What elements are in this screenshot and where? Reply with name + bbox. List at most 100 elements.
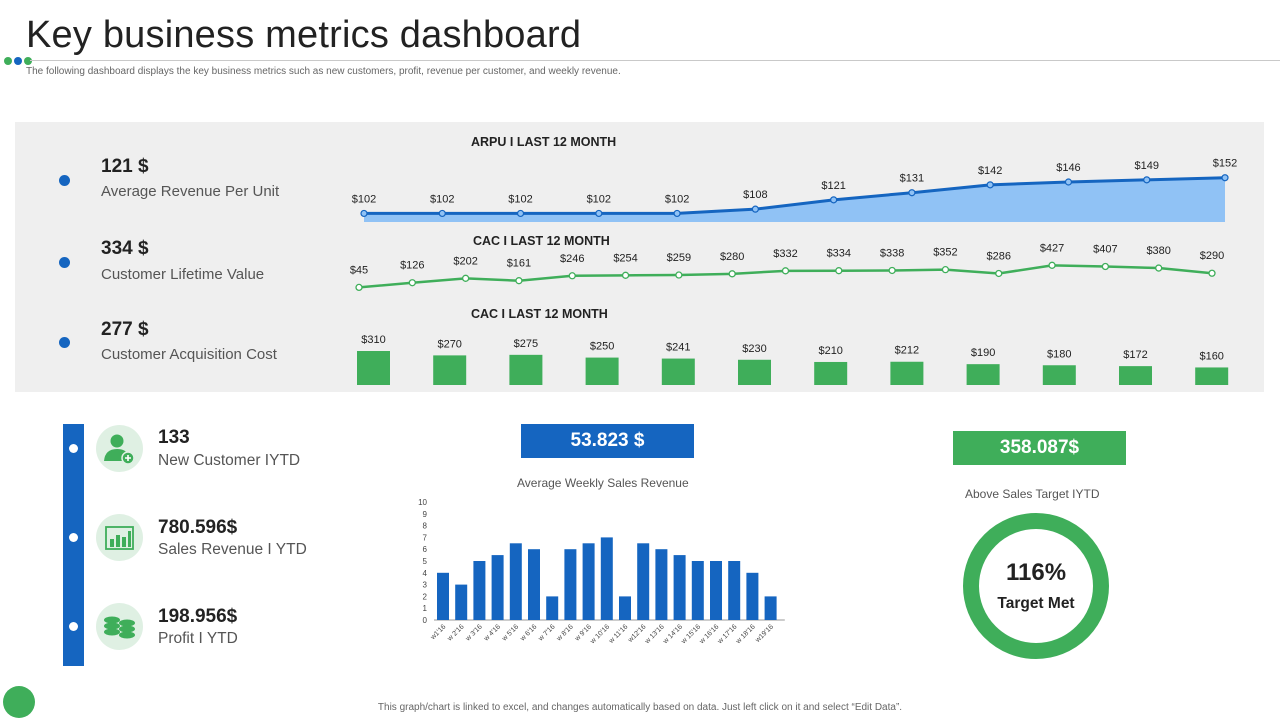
cac-bar-label: $180 [1047, 348, 1071, 360]
weekly-x-tick: w 8'16 [555, 623, 575, 643]
arpu-point [360, 209, 368, 218]
cac-bar-label: $270 [437, 338, 461, 350]
cac-bar-chart: $310 $270 $275 $250 $241 $230 $210 $212 $190 $180… [357, 334, 1229, 385]
arpu-area-fill [364, 177, 1225, 222]
weekly-sales-bar-chart: 0 1 2 3 4 5 6 7 8 9 10 w1'16 w 2'16 w 3'16 w 4'16 w 5'1… [418, 498, 785, 646]
weekly-bar [564, 549, 577, 620]
cac-bar [966, 364, 1000, 385]
weekly-bar [673, 555, 686, 620]
page-subtitle: The following dashboard displays the key… [26, 66, 621, 77]
kpi-arpu-value: 121 $ [101, 156, 149, 177]
weekly-bar [491, 555, 504, 620]
cac-bar-label: $160 [1199, 350, 1223, 362]
cac-bar-label: $172 [1123, 349, 1147, 361]
cac-bar [1042, 365, 1076, 385]
weekly-bar [582, 543, 595, 620]
cac-point [675, 271, 683, 279]
cac-point [568, 272, 576, 280]
weekly-y-tick: 9 [423, 510, 428, 519]
cac-data-label: $332 [773, 248, 797, 260]
arpu-point [438, 209, 446, 218]
kpi-bullet [59, 175, 70, 186]
cac-data-label: $334 [827, 248, 851, 260]
new-customer-value: 133 [158, 427, 190, 448]
kpi-cac-value: 277 $ [101, 319, 149, 340]
cac-line-chart: $45 $126 $202 $161 $246 $254 $259 $280 $332 $334 $… [350, 242, 1224, 292]
arpu-data-label: $102 [352, 193, 376, 205]
cac-point [995, 269, 1003, 278]
cac-bar-label: $250 [590, 341, 614, 353]
weekly-x-tick: w 2'16 [446, 623, 466, 643]
cac-bar [509, 354, 543, 385]
arpu-data-label: $142 [978, 165, 1002, 177]
arpu-data-label: $121 [821, 180, 845, 192]
timeline-dot [69, 622, 78, 631]
arpu-point [1143, 176, 1151, 184]
arpu-point [673, 209, 681, 218]
weekly-x-tick: w 18'16 [734, 623, 757, 646]
weekly-x-tick: w 14'16 [661, 623, 684, 646]
cac-point [621, 271, 630, 279]
cac-point [728, 270, 736, 278]
cac-bar [738, 359, 771, 385]
arpu-area-chart: $102 $102 $102 $102 $102 $108 $121 $131 $142 $146… [352, 158, 1237, 222]
cac-bar-label: $212 [895, 345, 919, 357]
arpu-data-label: $131 [900, 173, 924, 185]
kpi-clv-value: 334 $ [101, 238, 149, 259]
weekly-bar [710, 561, 722, 620]
cac-bar [890, 361, 924, 385]
cac-point [1048, 261, 1056, 269]
arpu-point [595, 209, 603, 218]
weekly-x-tick: w 4'16 [482, 623, 502, 643]
cac-point [1101, 262, 1110, 271]
corner-circle-decoration [3, 686, 35, 718]
sales-revenue-label: Sales Revenue I YTD [158, 541, 307, 558]
weekly-bar [437, 572, 449, 620]
cac-bar [661, 358, 695, 385]
weekly-x-tick: w 3'16 [464, 623, 484, 643]
cac-bar [585, 357, 619, 385]
cac-data-label: $407 [1093, 243, 1117, 255]
cac-line-chart-title: CAC I LAST 12 MONTH [473, 234, 610, 248]
weekly-x-tick: w 15'16 [680, 623, 703, 646]
weekly-bar [455, 584, 468, 620]
arpu-line [364, 176, 1226, 215]
cac-data-label: $380 [1146, 245, 1170, 257]
arpu-data-label: $102 [430, 193, 454, 205]
stats-timeline-bar [63, 424, 84, 666]
arpu-point [986, 181, 994, 189]
cac-bar [1119, 366, 1152, 385]
weekly-x-tick: w1'16 [429, 623, 448, 642]
sales-target-caption: Above Sales Target IYTD [965, 487, 1100, 501]
weekly-revenue-box: 53.823 $ [521, 424, 694, 458]
timeline-dot [69, 533, 78, 542]
weekly-y-tick: 5 [423, 557, 428, 566]
weekly-y-tick: 2 [423, 592, 428, 601]
arpu-data-label: $146 [1056, 162, 1080, 174]
kpi-bullet [59, 337, 70, 348]
target-donut-chart: 116% Target Met [963, 513, 1109, 659]
weekly-x-tick: w19'16 [754, 623, 775, 644]
title-dots-decoration [4, 57, 32, 65]
cac-point [835, 267, 843, 275]
sales-target-box: 358.087$ [953, 431, 1126, 465]
weekly-y-tick: 4 [423, 569, 428, 578]
weekly-x-tick: w 7'16 [537, 623, 557, 643]
kpi-cac-label: Customer Acquisition Cost [101, 346, 277, 363]
target-donut-ring [963, 513, 1109, 659]
weekly-bar [528, 549, 540, 620]
cac-point [461, 274, 470, 282]
weekly-bar [509, 543, 522, 620]
kpi-arpu-label: Average Revenue Per Unit [101, 183, 280, 200]
arpu-point [751, 205, 759, 213]
arpu-data-label: $102 [587, 193, 611, 205]
cac-bar-label: $310 [361, 334, 385, 346]
arpu-data-label: $102 [665, 193, 689, 205]
cac-point [1208, 269, 1216, 277]
new-customer-label: New Customer IYTD [158, 452, 301, 469]
cac-bar-label: $275 [514, 338, 538, 350]
weekly-bar [655, 549, 668, 620]
cac-data-label: $286 [987, 250, 1011, 262]
profit-label: Profit I YTD [158, 630, 238, 647]
kpi-clv-label: Customer Lifetime Value [101, 266, 265, 283]
